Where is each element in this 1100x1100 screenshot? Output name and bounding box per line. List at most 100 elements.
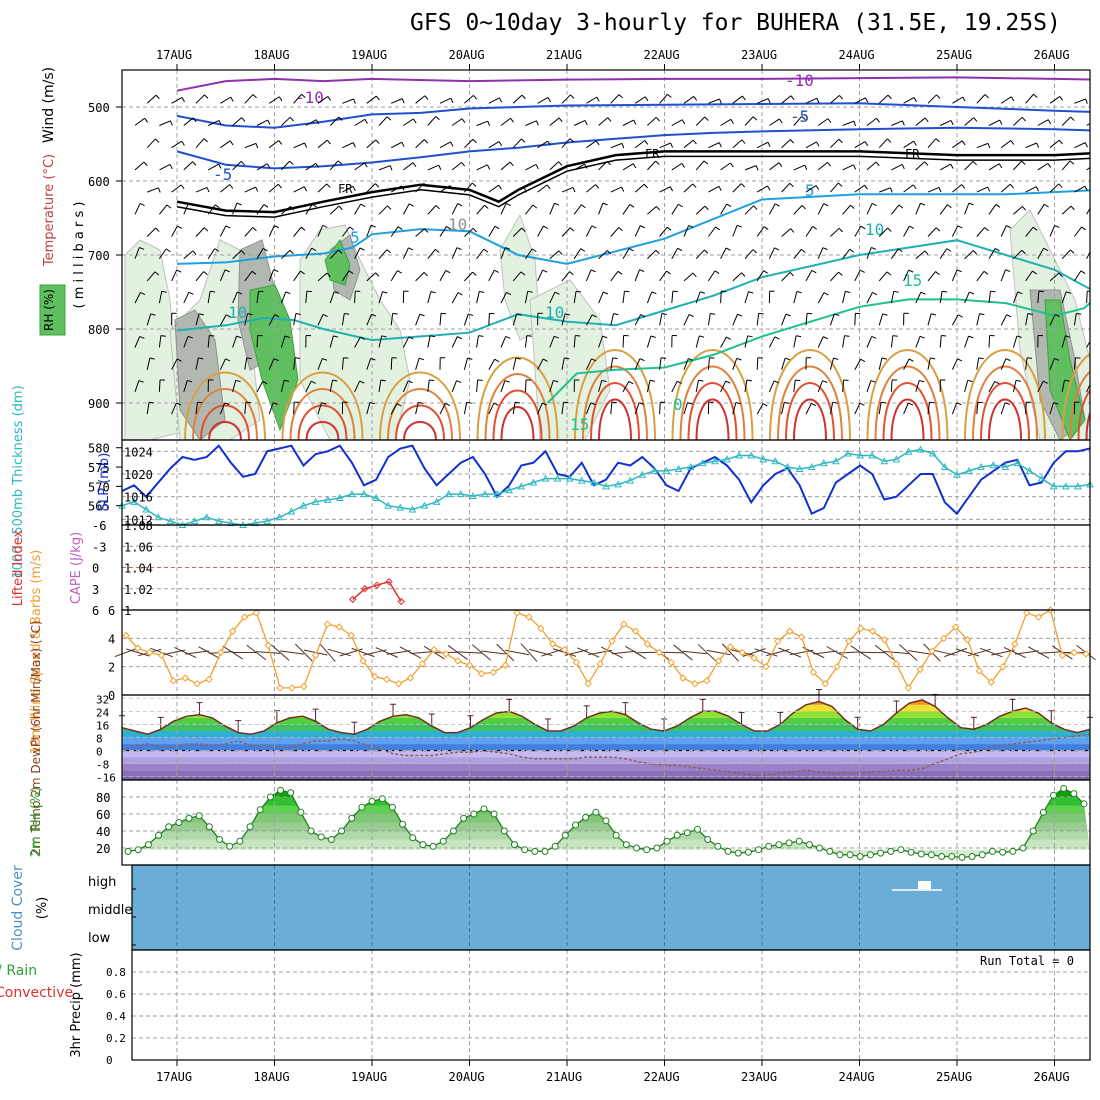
wind-barb-feather <box>326 139 331 145</box>
wind-barb-feather <box>493 402 499 406</box>
wind-barb <box>158 379 161 392</box>
wind-barb <box>219 358 226 370</box>
wind-barb-feather <box>957 314 963 318</box>
date-label-top: 25AUG <box>936 48 972 62</box>
rh-point <box>1080 800 1088 808</box>
temp-contour-warm <box>476 356 559 440</box>
wind-barb <box>342 142 354 149</box>
wind-speed-point <box>738 648 747 657</box>
rh-point <box>877 849 885 857</box>
wind-barb-feather <box>633 119 637 125</box>
wind-barb <box>671 291 674 304</box>
rh-point <box>1060 785 1068 792</box>
wind-barb-feather <box>295 357 301 359</box>
wind-barb <box>1049 139 1060 149</box>
wind-barb <box>281 116 291 126</box>
wind-barb <box>720 118 732 126</box>
wind-speed-point <box>620 620 628 628</box>
temp-contour-warm <box>793 398 827 440</box>
wind-barb-feather <box>602 335 608 339</box>
wind-barb <box>1049 183 1060 193</box>
wind-barb <box>744 205 754 215</box>
wind-speed-point <box>252 609 261 617</box>
wind-barb <box>622 248 630 259</box>
date-label-bottom: 19AUG <box>351 1070 387 1084</box>
wind-barb-feather <box>139 202 145 206</box>
wind-barb <box>891 204 900 215</box>
temp-contour-warm <box>492 389 543 440</box>
contour-10 <box>176 239 1090 342</box>
wind-barb <box>293 186 305 193</box>
wind-barb-feather <box>181 140 185 146</box>
wind-speed-point <box>880 636 889 644</box>
wind-barb-feather <box>747 335 753 338</box>
wind-barb-feather <box>815 185 820 191</box>
wind-barb-feather <box>596 96 600 102</box>
ytick-label: 900 <box>88 397 110 411</box>
wind-barb-feather <box>304 142 308 148</box>
wind-barb-feather <box>704 116 709 121</box>
wind-barb <box>964 202 970 215</box>
wind-barb <box>842 120 854 126</box>
wind-barb <box>732 139 743 149</box>
wind-barb <box>488 225 496 237</box>
wind-barb <box>183 336 189 348</box>
wind-barb-feather <box>450 98 454 103</box>
wind-barb-feather <box>898 204 904 209</box>
wind-barb <box>1000 269 1006 282</box>
wind-barb-feather <box>908 269 914 273</box>
wind-barb <box>134 247 140 259</box>
wind-barb-feather <box>535 120 539 126</box>
wind-barb-feather <box>687 402 693 405</box>
wind-barb-feather <box>748 291 754 294</box>
wind-barb-10m <box>979 647 1003 658</box>
wind-speed-point <box>999 662 1007 671</box>
wind-barb-10m <box>327 648 352 657</box>
wind-barb-feather <box>1009 183 1014 189</box>
wind-barb-feather <box>407 380 413 384</box>
wind-barb-feather <box>1092 248 1096 250</box>
wind-barb-feather <box>312 203 317 208</box>
temp-contour-warm <box>192 388 258 440</box>
wind-barb <box>476 164 488 171</box>
wind-barb-feather <box>967 379 973 383</box>
wind-barb <box>610 186 622 193</box>
wind-barb <box>354 336 361 348</box>
wind-barb-feather <box>956 402 962 406</box>
wind-speed-point <box>809 668 818 677</box>
wind-barb-feather <box>435 205 440 210</box>
wind-barb-feather <box>998 163 1003 169</box>
contour-label: -5 <box>213 165 232 184</box>
rh-point <box>246 823 254 831</box>
temp-contour-warm <box>387 388 453 440</box>
wind-barb <box>829 313 835 326</box>
wind-barb <box>1061 380 1065 392</box>
wind-barb-feather <box>197 401 203 404</box>
wind-barb-feather <box>506 291 512 296</box>
wind-barb <box>634 269 640 282</box>
wind-barb <box>391 98 403 104</box>
rh-shade-dark <box>174 309 226 440</box>
contour-label: FR <box>905 147 920 161</box>
wind-barb-feather <box>715 226 720 231</box>
wind-barb <box>586 140 597 149</box>
wind-barb-feather <box>755 165 759 171</box>
wind-barb <box>1025 402 1027 415</box>
wind-speed-point <box>821 679 829 688</box>
wind-barb-feather <box>1047 119 1052 125</box>
wind-barb <box>561 313 566 326</box>
thickness-point <box>795 464 804 472</box>
wind-barb-10m <box>673 644 693 661</box>
contour-label: -10 <box>785 71 814 90</box>
wind-barb <box>866 292 873 304</box>
temp-contour-warm <box>882 382 933 440</box>
wind-barb <box>232 291 238 304</box>
wind-barb-feather <box>1021 116 1026 122</box>
wind-barb <box>232 380 237 393</box>
wind-barb-feather <box>461 162 466 167</box>
wind-barb-feather <box>822 247 828 251</box>
wind-barb <box>451 118 463 126</box>
thickness-point <box>977 463 985 471</box>
wind-barb <box>293 226 302 237</box>
wind-barb <box>207 119 220 126</box>
